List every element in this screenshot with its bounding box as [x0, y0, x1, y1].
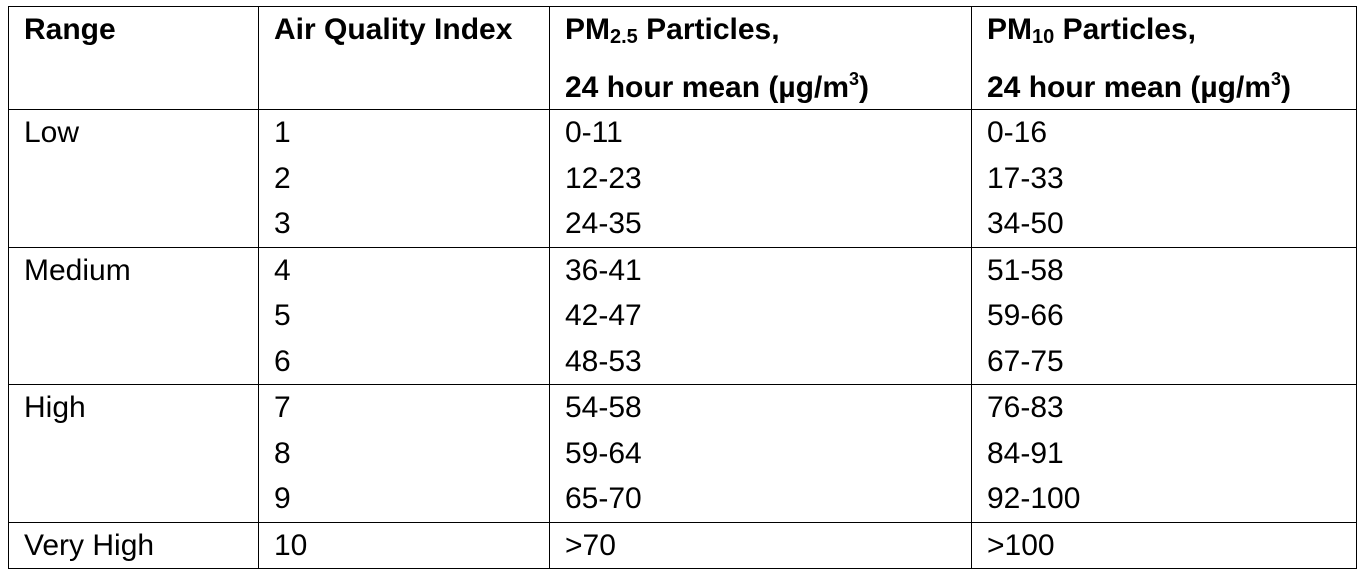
cell-pm25: 12-23 — [549, 155, 972, 201]
header-pm10-suffix: Particles, — [1054, 13, 1197, 46]
cell-aqi: 4 — [258, 247, 550, 293]
table-row: Medium 4 36-41 51-58 — [8, 247, 1357, 293]
header-pm25-line2: 24 hour mean (µg/m3) — [565, 58, 971, 109]
header-pm10-prefix: PM — [987, 13, 1032, 46]
header-range: Range — [8, 6, 259, 110]
cell-range — [8, 293, 259, 339]
header-pm10-line1: PM10 Particles, — [987, 9, 1356, 58]
cell-pm25: 36-41 — [549, 247, 972, 293]
table-row: 5 42-47 59-66 — [8, 293, 1357, 339]
cell-pm10: 92-100 — [971, 476, 1357, 523]
header-pm25-close: ) — [859, 71, 870, 104]
header-pm25: PM2.5 Particles, 24 hour mean (µg/m3) — [549, 6, 972, 110]
cell-aqi: 5 — [258, 293, 550, 339]
cell-pm10: 17-33 — [971, 155, 1357, 201]
cell-range — [8, 201, 259, 248]
table-header-row: Range Air Quality Index PM2.5 Particles,… — [8, 6, 1357, 110]
header-pm10-unit: 24 hour mean (µg/m — [987, 71, 1272, 104]
cell-aqi: 1 — [258, 109, 550, 156]
header-pm10-close: ) — [1281, 71, 1292, 104]
cell-aqi: 6 — [258, 338, 550, 385]
cell-pm10: 34-50 — [971, 201, 1357, 248]
cell-pm10: 51-58 — [971, 247, 1357, 293]
air-quality-index-table: Range Air Quality Index PM2.5 Particles,… — [8, 6, 1357, 569]
cell-aqi: 3 — [258, 201, 550, 248]
header-pm10-line2: 24 hour mean (µg/m3) — [987, 58, 1356, 109]
header-pm25-line1: PM2.5 Particles, — [565, 9, 971, 58]
cell-pm25: 54-58 — [549, 384, 972, 431]
table-row: 9 65-70 92-100 — [8, 476, 1357, 523]
header-pm25-suffix: Particles, — [637, 13, 780, 46]
table-row: 3 24-35 34-50 — [8, 201, 1357, 248]
cell-pm25: 42-47 — [549, 293, 972, 339]
header-pm25-prefix: PM — [565, 13, 610, 46]
table-row: Very High 10 >70 >100 — [8, 522, 1357, 569]
table-row: High 7 54-58 76-83 — [8, 384, 1357, 431]
cell-range: High — [8, 384, 259, 431]
cell-range: Low — [8, 109, 259, 156]
cell-pm10: >100 — [971, 522, 1357, 569]
cell-aqi: 2 — [258, 155, 550, 201]
table-row: Low 1 0-11 0-16 — [8, 109, 1357, 156]
cell-pm25: 48-53 — [549, 338, 972, 385]
table-row: 6 48-53 67-75 — [8, 338, 1357, 385]
cell-range — [8, 430, 259, 476]
cell-aqi: 9 — [258, 476, 550, 523]
header-pm25-superscript: 3 — [849, 69, 860, 89]
cell-pm10: 67-75 — [971, 338, 1357, 385]
cell-pm25: 24-35 — [549, 201, 972, 248]
cell-range — [8, 338, 259, 385]
cell-pm10: 59-66 — [971, 293, 1357, 339]
cell-pm10: 84-91 — [971, 430, 1357, 476]
header-pm10-subscript: 10 — [1032, 26, 1055, 48]
cell-aqi: 10 — [258, 522, 550, 569]
header-pm25-subscript: 2.5 — [610, 26, 638, 48]
table-row: 2 12-23 17-33 — [8, 155, 1357, 201]
cell-range — [8, 155, 259, 201]
table-row: 8 59-64 84-91 — [8, 430, 1357, 476]
cell-pm25: >70 — [549, 522, 972, 569]
cell-range: Very High — [8, 522, 259, 569]
header-pm10-superscript: 3 — [1271, 69, 1282, 89]
cell-aqi: 7 — [258, 384, 550, 431]
header-pm25-unit: 24 hour mean (µg/m — [565, 71, 850, 104]
cell-range: Medium — [8, 247, 259, 293]
header-pm10: PM10 Particles, 24 hour mean (µg/m3) — [971, 6, 1357, 110]
cell-pm25: 59-64 — [549, 430, 972, 476]
cell-range — [8, 476, 259, 523]
cell-aqi: 8 — [258, 430, 550, 476]
header-air-quality-index: Air Quality Index — [258, 6, 550, 110]
cell-pm10: 76-83 — [971, 384, 1357, 431]
cell-pm10: 0-16 — [971, 109, 1357, 156]
cell-pm25: 65-70 — [549, 476, 972, 523]
cell-pm25: 0-11 — [549, 109, 972, 156]
